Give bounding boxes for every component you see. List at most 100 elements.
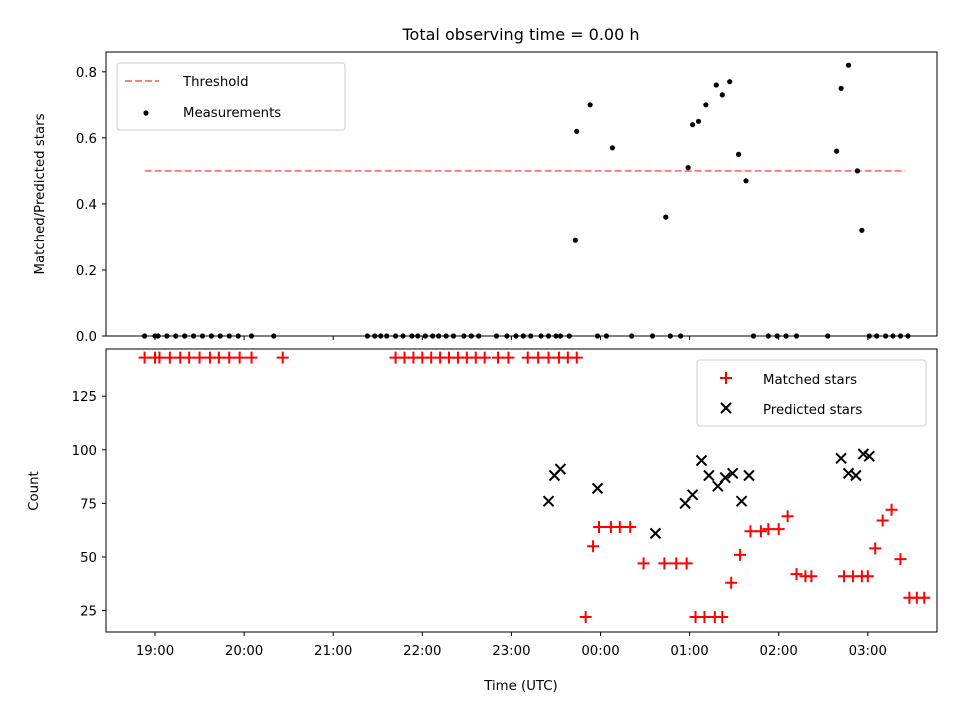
measurement-point xyxy=(629,333,635,339)
measurement-point xyxy=(594,333,601,339)
measurement-point xyxy=(663,214,669,220)
measurement-point xyxy=(271,333,277,339)
measurement-point xyxy=(553,333,559,339)
legend-threshold-label: Threshold xyxy=(182,75,249,90)
measurement-point xyxy=(199,333,206,339)
x-tick-label: 22:00 xyxy=(403,644,441,659)
measurement-point xyxy=(685,165,691,171)
matched-star-point xyxy=(613,520,626,533)
matched-star-point xyxy=(502,351,515,364)
measurement-point xyxy=(248,333,255,339)
measurement-point xyxy=(834,148,840,154)
measurement-point xyxy=(364,333,370,339)
x-tick-label: 01:00 xyxy=(670,644,708,659)
measurement-point xyxy=(736,151,742,157)
predicted-star-point xyxy=(842,467,855,480)
measurement-point xyxy=(182,333,188,339)
measurement-point xyxy=(393,333,399,339)
matched-star-point xyxy=(542,351,555,364)
matched-star-point xyxy=(894,553,907,566)
measurement-point xyxy=(400,333,406,339)
measurement-point xyxy=(443,333,449,339)
chart-title: Total observing time = 0.00 h xyxy=(401,25,639,44)
matched-star-point xyxy=(138,351,151,364)
top-panel: 0.00.20.40.60.8 Matched/Predicted stars … xyxy=(33,51,938,345)
measurement-point xyxy=(690,122,696,128)
measurement-point xyxy=(649,333,656,339)
matched-star-point xyxy=(593,520,606,533)
measurement-point xyxy=(384,333,390,339)
bottom-plot-frame xyxy=(105,348,938,633)
matched-star-point xyxy=(670,557,683,570)
x-tick-label: 21:00 xyxy=(314,644,352,659)
bottom-y-tick-label: 125 xyxy=(72,390,97,405)
measurement-point xyxy=(897,333,904,339)
measurement-point xyxy=(461,333,467,339)
measurement-point xyxy=(838,85,844,91)
matched-star-point xyxy=(521,351,534,364)
x-tick-label: 20:00 xyxy=(225,644,263,659)
predicted-star-point xyxy=(857,448,870,460)
matched-star-point xyxy=(658,557,671,570)
measurement-point xyxy=(713,82,719,88)
measurement-point xyxy=(235,333,241,339)
measurement-point xyxy=(528,333,534,339)
matched-star-point xyxy=(492,351,505,364)
measurement-point xyxy=(468,333,474,339)
measurement-point xyxy=(703,102,709,108)
x-tick-label: 00:00 xyxy=(581,644,619,659)
top-marks xyxy=(142,62,911,339)
legend-predicted-label: Predicted stars xyxy=(763,403,862,418)
measurement-point xyxy=(678,333,684,339)
matched-star-point xyxy=(532,351,545,364)
measurement-point xyxy=(793,333,800,339)
matched-star-point xyxy=(781,510,794,523)
predicted-star-point xyxy=(735,495,748,507)
matched-star-point xyxy=(276,351,289,364)
predicted-star-point xyxy=(686,489,699,501)
measurement-point xyxy=(854,168,861,174)
bottom-y-ticks: 25 50 75 100 125 xyxy=(72,390,106,620)
matched-star-point xyxy=(805,570,818,583)
matched-star-point xyxy=(233,351,246,364)
measurement-point xyxy=(208,333,214,339)
measurement-point xyxy=(545,333,552,339)
measurement-point xyxy=(825,333,831,339)
predicted-star-point xyxy=(591,482,604,495)
predicted-star-point xyxy=(719,471,731,484)
measurement-point xyxy=(142,333,148,339)
measurement-point xyxy=(566,333,572,339)
x-tick-label: 19:00 xyxy=(136,644,174,659)
matched-star-point xyxy=(587,540,600,553)
measurement-point xyxy=(476,333,482,339)
measurement-point xyxy=(719,92,725,98)
matched-star-point xyxy=(183,351,196,364)
measurement-point xyxy=(164,333,170,339)
measurement-point xyxy=(409,333,415,339)
measurement-point xyxy=(883,333,889,339)
measurement-point xyxy=(226,333,232,339)
legend-measurements-label: Measurements xyxy=(183,106,281,121)
predicted-star-point xyxy=(835,452,847,465)
measurement-point xyxy=(372,333,378,339)
predicted-star-point xyxy=(695,454,708,467)
matched-star-point xyxy=(478,351,491,364)
measurement-point xyxy=(765,333,771,339)
matched-star-point xyxy=(790,568,803,581)
measurement-point xyxy=(859,227,865,233)
x-axis-label: Time (UTC) xyxy=(483,679,558,694)
measurement-point xyxy=(538,333,544,339)
measurement-point xyxy=(905,333,911,339)
legend-matched-marker xyxy=(720,372,732,384)
predicted-star-point xyxy=(542,495,555,507)
measurement-point xyxy=(422,333,428,339)
measurement-point xyxy=(155,333,161,339)
measurement-point xyxy=(415,333,421,339)
measurement-point xyxy=(572,237,578,243)
bottom-y-tick-label: 75 xyxy=(80,497,97,512)
matched-star-point xyxy=(725,576,738,589)
measurement-point xyxy=(191,333,197,339)
matched-star-point xyxy=(570,351,583,364)
measurement-point xyxy=(609,145,616,151)
matched-star-point xyxy=(193,351,206,364)
